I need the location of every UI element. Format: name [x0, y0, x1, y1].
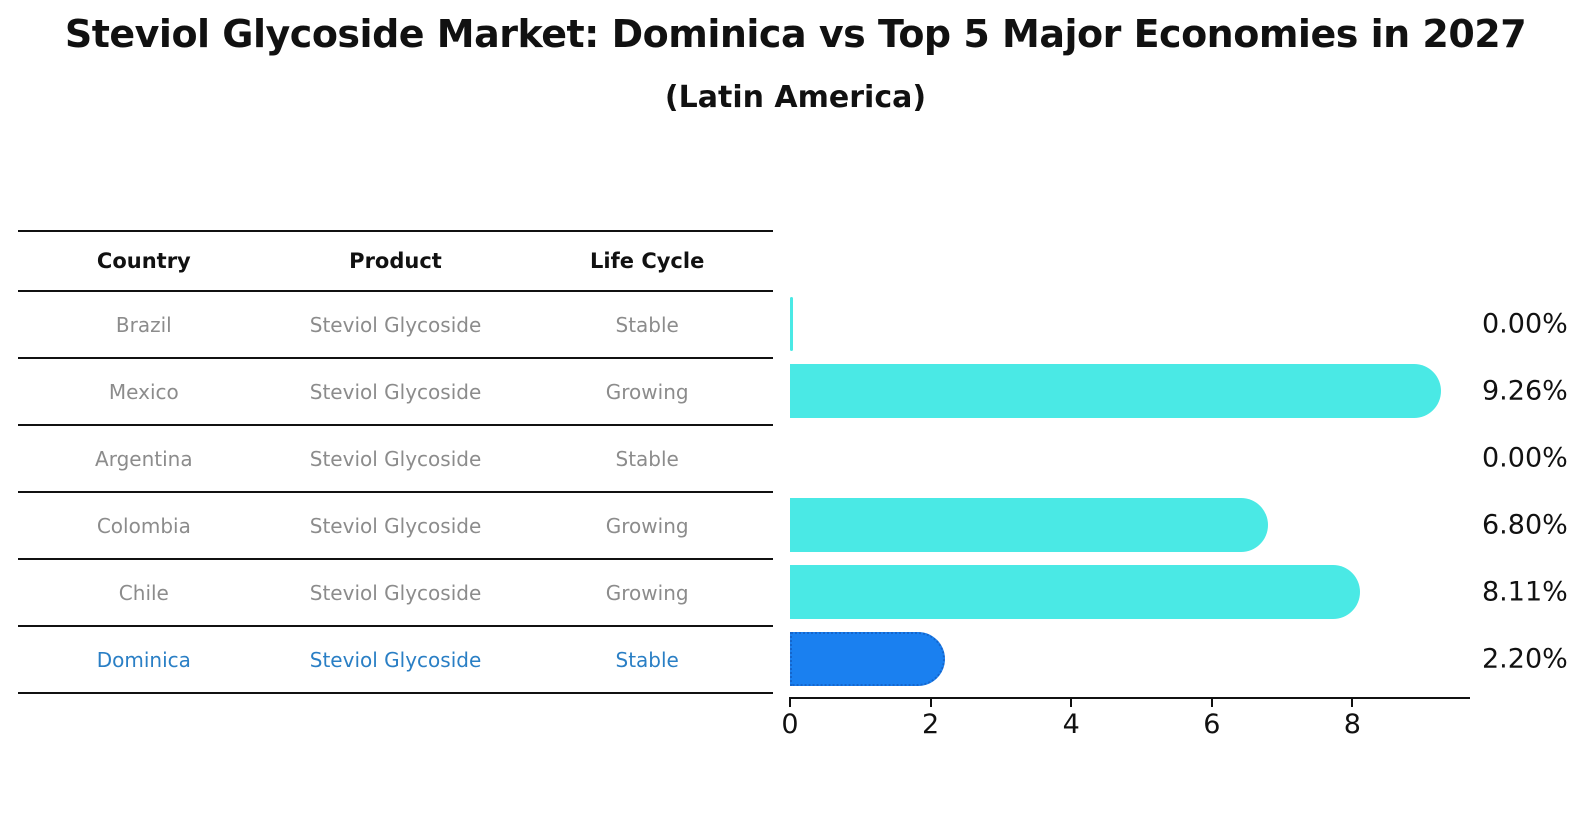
x-axis-line — [790, 697, 1470, 699]
cell-product: Steviol Glycoside — [309, 580, 482, 605]
x-axis-tick-label-2: 2 — [922, 709, 940, 740]
bar-mexico — [790, 363, 1441, 418]
x-axis-tick-4 — [1070, 697, 1073, 707]
col-header-country: Country — [96, 249, 191, 273]
bar-chile — [790, 564, 1361, 619]
bar-colombia — [790, 497, 1269, 552]
chart-subtitle: (Latin America) — [664, 80, 927, 115]
table-row-mexico: Mexico Steviol Glycoside Growing — [18, 359, 773, 426]
cell-product: Steviol Glycoside — [309, 312, 482, 337]
col-header-product: Product — [349, 249, 442, 273]
table-header-row: Country Product Life Cycle — [18, 232, 773, 292]
value-label-brazil: 0.00% — [1482, 308, 1568, 339]
cell-product: Steviol Glycoside — [309, 513, 482, 538]
cell-product: Steviol Glycoside — [309, 379, 482, 404]
x-axis-tick-2 — [929, 697, 932, 707]
cell-life-cycle: Stable — [615, 312, 679, 337]
country-table: Country Product Life Cycle Brazil Stevio… — [18, 230, 773, 694]
cell-life-cycle: Growing — [605, 580, 689, 605]
value-label-colombia: 6.80% — [1482, 509, 1568, 540]
cell-product: Steviol Glycoside — [309, 647, 482, 672]
cell-life-cycle: Stable — [615, 446, 679, 471]
chart-title: Steviol Glycoside Market: Dominica vs To… — [64, 12, 1527, 56]
x-axis-tick-6 — [1210, 697, 1213, 707]
value-label-mexico: 9.26% — [1482, 375, 1568, 406]
cell-life-cycle: Growing — [605, 513, 689, 538]
table-row-argentina: Argentina Steviol Glycoside Stable — [18, 426, 773, 493]
cell-country: Argentina — [95, 446, 193, 471]
x-axis-tick-0 — [789, 697, 791, 707]
table-row-brazil: Brazil Steviol Glycoside Stable — [18, 292, 773, 359]
bar-dominica — [790, 631, 945, 686]
cell-country: Dominica — [96, 647, 191, 672]
table-row-chile: Chile Steviol Glycoside Growing — [18, 560, 773, 627]
x-axis-tick-8 — [1351, 697, 1354, 707]
cell-country: Colombia — [96, 513, 191, 538]
cell-life-cycle: Stable — [615, 647, 679, 672]
table-row-colombia: Colombia Steviol Glycoside Growing — [18, 493, 773, 560]
table-row-dominica: Dominica Steviol Glycoside Stable — [18, 627, 773, 694]
x-axis-tick-label-8: 8 — [1343, 709, 1361, 740]
x-axis-tick-label-4: 4 — [1062, 709, 1080, 740]
x-axis-tick-label-6: 6 — [1203, 709, 1221, 740]
value-label-dominica: 2.20% — [1482, 643, 1568, 674]
cell-life-cycle: Growing — [605, 379, 689, 404]
x-axis-tick-label-0: 0 — [781, 709, 799, 740]
value-label-argentina: 0.00% — [1482, 442, 1568, 473]
col-header-life-cycle: Life Cycle — [590, 249, 705, 273]
cell-product: Steviol Glycoside — [309, 446, 482, 471]
value-label-chile: 8.11% — [1482, 576, 1568, 607]
cell-country: Chile — [118, 580, 169, 605]
cell-country: Mexico — [108, 379, 179, 404]
cell-country: Brazil — [115, 312, 172, 337]
bar-brazil — [790, 296, 793, 351]
